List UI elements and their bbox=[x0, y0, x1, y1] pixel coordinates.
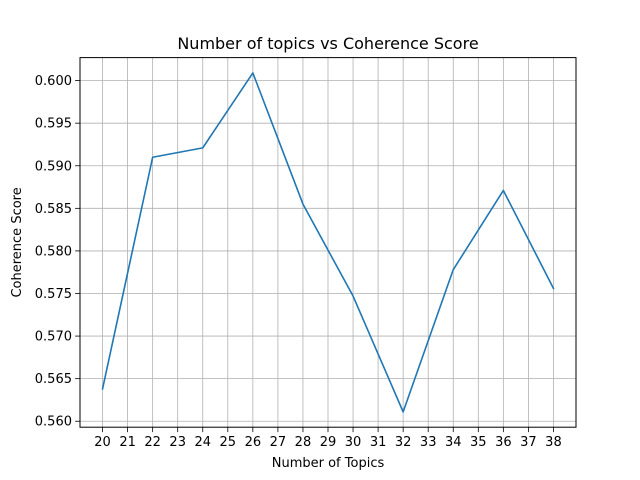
y-tick-label: 0.580 bbox=[35, 244, 72, 259]
x-tick-label: 22 bbox=[144, 435, 161, 450]
x-tick-label: 27 bbox=[270, 435, 287, 450]
data-series bbox=[101, 72, 555, 413]
y-tick-label: 0.585 bbox=[35, 202, 72, 217]
y-tick-label: 0.570 bbox=[35, 330, 72, 345]
x-tick-label: 35 bbox=[470, 435, 487, 450]
x-tick-label: 30 bbox=[345, 435, 362, 450]
y-tick-label: 0.590 bbox=[35, 159, 72, 174]
x-tick-label: 36 bbox=[495, 435, 512, 450]
x-tick-label: 29 bbox=[320, 435, 337, 450]
y-tick-label: 0.565 bbox=[35, 372, 72, 387]
x-tick-label: 34 bbox=[445, 435, 462, 450]
y-axis-label: Coherence Score bbox=[10, 187, 25, 297]
x-tick-label: 23 bbox=[169, 435, 186, 450]
x-axis-label: Number of Topics bbox=[272, 456, 385, 471]
x-tick-label: 20 bbox=[94, 435, 111, 450]
chart-title: Number of topics vs Coherence Score bbox=[177, 34, 478, 53]
x-axis-ticks: 20 21 22 23 24 25 26 27 28 29 30 31 32 33 34 35 36 37 38 bbox=[94, 427, 562, 450]
grid bbox=[80, 57, 576, 428]
x-tick-label: 38 bbox=[545, 435, 562, 450]
y-tick-label: 0.595 bbox=[35, 117, 72, 132]
x-tick-label: 28 bbox=[295, 435, 312, 450]
x-tick-label: 26 bbox=[245, 435, 262, 450]
x-tick-label: 21 bbox=[119, 435, 136, 450]
y-tick-label: 0.600 bbox=[35, 74, 72, 89]
series-line bbox=[101, 72, 555, 413]
y-tick-label: 0.560 bbox=[35, 415, 72, 430]
x-tick-label: 32 bbox=[395, 435, 412, 450]
x-tick-label: 33 bbox=[420, 435, 437, 450]
x-tick-label: 25 bbox=[220, 435, 237, 450]
x-tick-label: 31 bbox=[370, 435, 387, 450]
x-tick-label: 37 bbox=[520, 435, 537, 450]
x-tick-label: 24 bbox=[194, 435, 211, 450]
y-axis-ticks: 0.560 0.565 0.570 0.575 0.580 0.585 0.590 0.595… bbox=[35, 74, 80, 430]
y-tick-label: 0.575 bbox=[35, 287, 72, 302]
